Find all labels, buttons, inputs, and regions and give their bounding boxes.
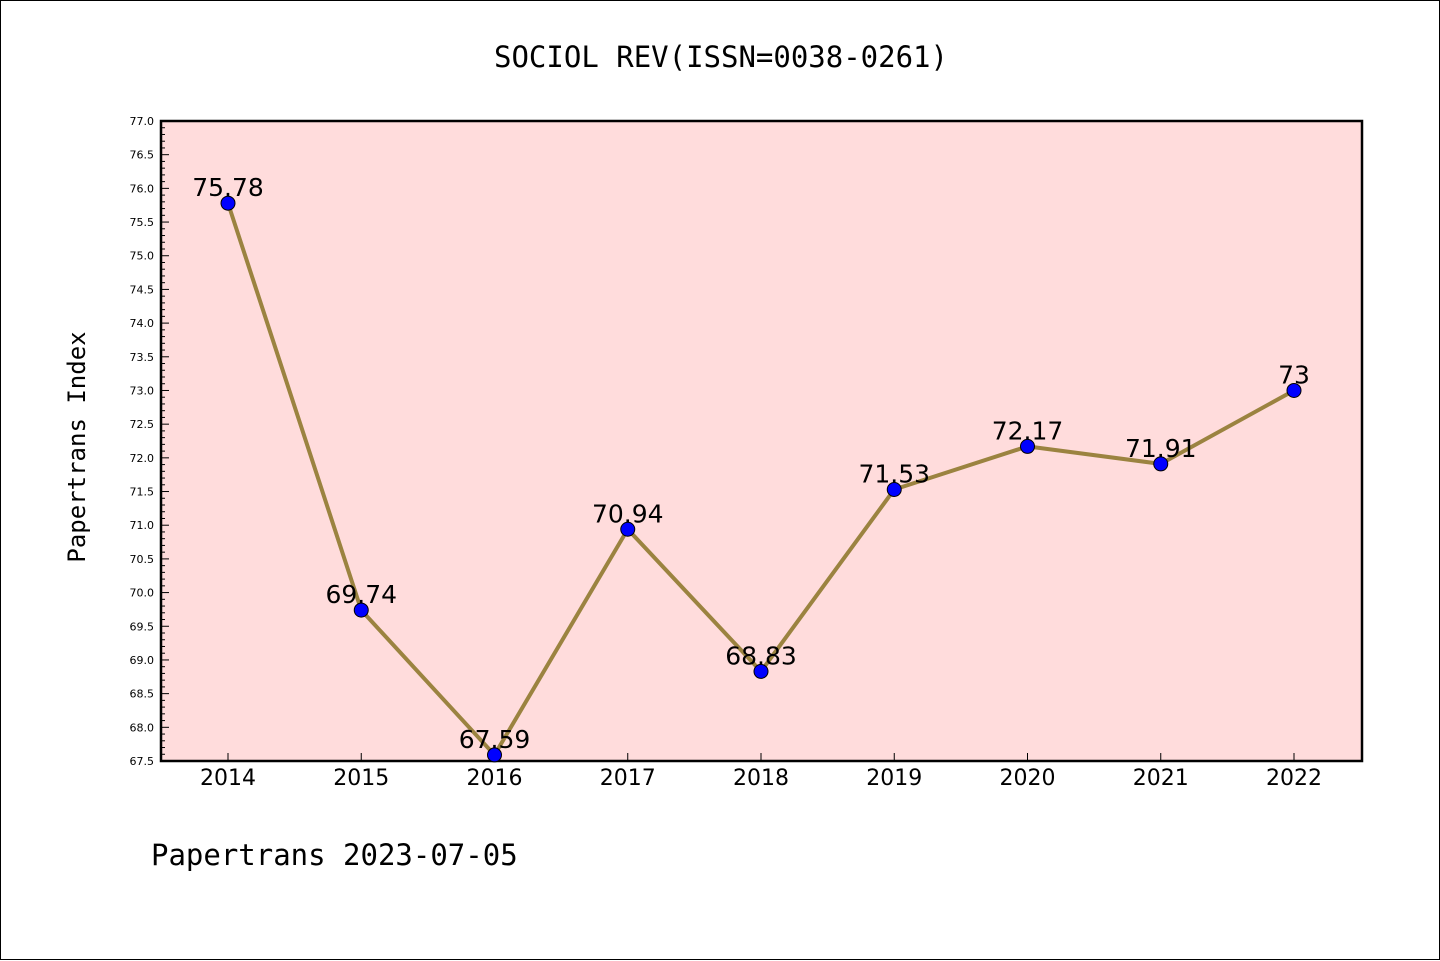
data-label: 72.17 [992, 416, 1064, 445]
y-tick-label: 74.0 [130, 317, 155, 330]
data-point [1020, 438, 1035, 454]
x-tick-label: 2022 [1266, 766, 1322, 791]
y-axis: 67.5 68.0 68.5 69.0 69.5 70.0 70.5 71.0 71.5 72.0… [130, 115, 169, 768]
y-tick-label: 77.0 [130, 115, 155, 128]
x-tick-label: 2016 [467, 766, 523, 791]
y-tick-label: 70.0 [130, 587, 155, 600]
y-tick-label: 67.5 [130, 755, 155, 768]
y-tick-label: 73.0 [130, 384, 155, 397]
y-tick-label: 75.5 [130, 216, 155, 229]
x-tick-label: 2017 [600, 766, 656, 791]
y-tick-label: 72.5 [130, 418, 155, 431]
data-point [487, 747, 502, 763]
y-tick-label: 71.0 [130, 519, 155, 532]
chart-title: SOCIOL REV(ISSN=0038-0261) [494, 40, 948, 74]
y-tick-label: 71.5 [130, 486, 155, 499]
x-tick-label: 2021 [1133, 766, 1189, 791]
data-label: 73 [1278, 360, 1310, 389]
data-label: 67.59 [459, 725, 531, 754]
data-point [620, 521, 636, 537]
series-group [220, 195, 1302, 763]
data-label: 75.78 [192, 173, 264, 202]
y-tick-label: 74.5 [130, 283, 155, 296]
x-tick-label: 2020 [1000, 766, 1056, 791]
y-tick-label: 68.5 [130, 688, 155, 701]
data-label: 71.53 [858, 460, 930, 489]
y-tick-label: 68.0 [130, 721, 155, 734]
y-tick-label: 75.0 [130, 250, 155, 263]
plot-area [159, 119, 1364, 763]
data-point [886, 482, 902, 498]
data-point [220, 195, 236, 211]
data-label: 68.83 [725, 641, 797, 670]
y-tick-label: 76.0 [130, 182, 155, 195]
y-tick-label: 73.5 [130, 351, 155, 364]
data-label: 71.91 [1125, 434, 1197, 463]
y-tick-label: 76.5 [130, 149, 155, 162]
data-point [1153, 456, 1169, 472]
y-tick-label: 72.0 [130, 452, 155, 465]
data-point [1286, 382, 1302, 398]
data-label: 69.74 [325, 580, 397, 609]
data-point [353, 602, 369, 618]
x-tick-label: 2019 [866, 766, 922, 791]
data-point [753, 663, 769, 679]
y-tick-label: 69.5 [130, 620, 155, 633]
y-axis-label: Papertrans Index [63, 331, 91, 562]
data-label: 70.94 [592, 499, 664, 528]
x-tick-label: 2015 [333, 766, 389, 791]
x-axis: 2014 2015 2016 2017 2018 2019 2020 2021 2022 [200, 753, 1322, 791]
x-tick-label: 2018 [733, 766, 789, 791]
y-tick-label: 69.0 [130, 654, 155, 667]
y-tick-label: 70.5 [130, 553, 155, 566]
data-labels: 75.78 69.74 67.59 70.94 68.83 71.53 72.17 71.91… [192, 173, 1310, 754]
x-tick-label: 2014 [200, 766, 256, 791]
footer-text: Papertrans 2023-07-05 [151, 838, 518, 872]
